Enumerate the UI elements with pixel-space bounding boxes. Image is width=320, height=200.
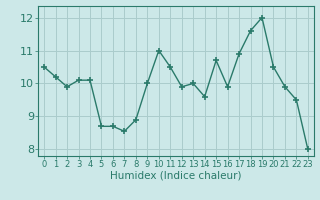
X-axis label: Humidex (Indice chaleur): Humidex (Indice chaleur) (110, 171, 242, 181)
